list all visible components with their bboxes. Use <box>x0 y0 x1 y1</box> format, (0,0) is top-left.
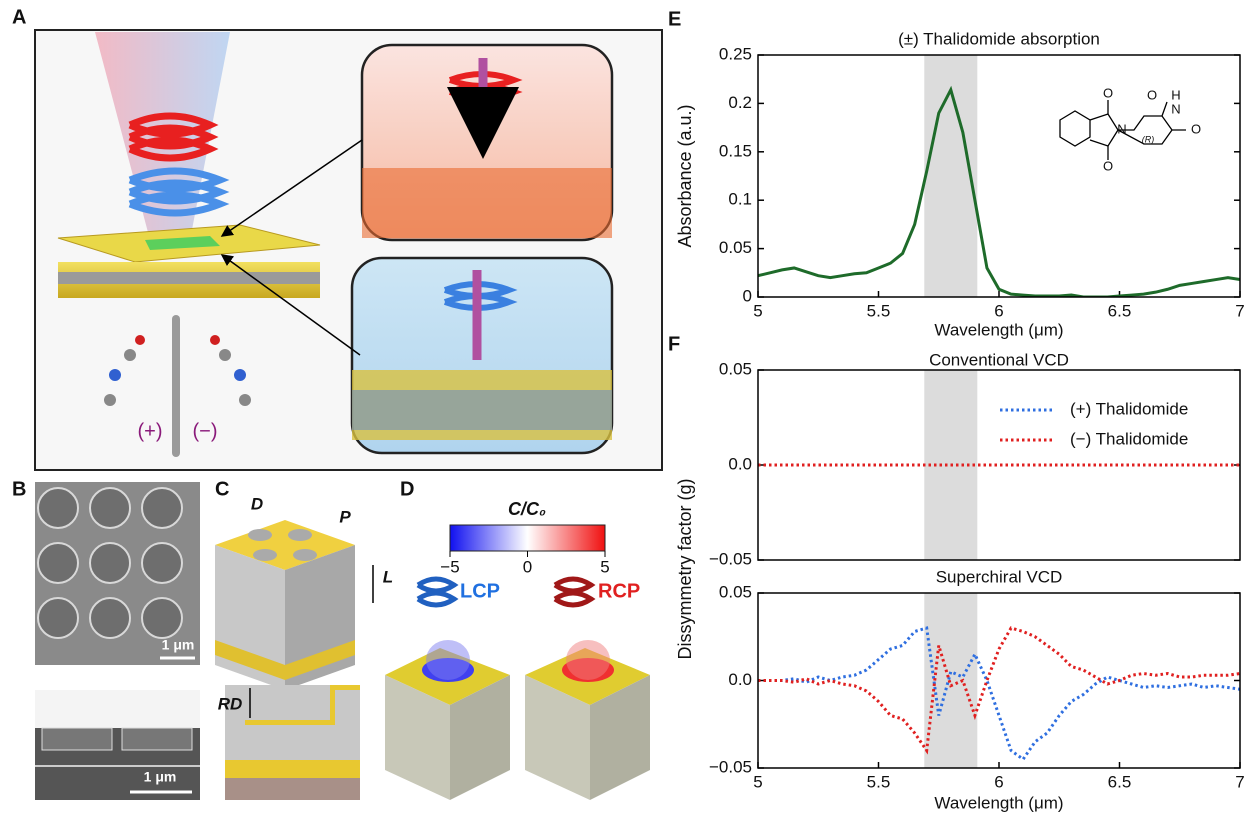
y-tick-label: 0 <box>743 286 752 305</box>
cross-section-substrate <box>225 778 360 800</box>
chart-title: (±) Thalidomide absorption <box>898 29 1100 48</box>
y-tick-label: 0.15 <box>719 141 752 160</box>
x-tick-label: 6 <box>994 772 1003 791</box>
panel-letter: B <box>12 478 26 500</box>
x-tick-label: 5 <box>753 301 762 320</box>
shaded-band <box>924 593 977 768</box>
dimension-label: L <box>383 567 393 586</box>
substrate-layer <box>58 272 320 284</box>
enantiomer-label: (+) <box>138 420 163 442</box>
y-tick-label: 0.1 <box>728 190 752 209</box>
polarization-label: LCP <box>460 580 500 602</box>
x-tick-label: 6.5 <box>1108 301 1132 320</box>
molecule-atom: O <box>1147 87 1157 102</box>
scale-label: 1 μm <box>144 769 177 785</box>
molecule-atom: O <box>1191 121 1201 136</box>
panel-letter: F <box>668 333 680 355</box>
legend-label: (+) Thalidomide <box>1070 399 1188 418</box>
molecule-atom: N <box>1117 121 1126 136</box>
x-tick-label: 7 <box>1235 772 1244 791</box>
enantiomer-label: (−) <box>193 420 218 442</box>
panel-letter: C <box>215 478 229 500</box>
molecule-atom: H <box>1171 87 1180 102</box>
chart-title: Conventional VCD <box>929 350 1069 369</box>
y-axis-label: Dissymmetry factor (g) <box>675 478 695 659</box>
helix <box>418 579 454 605</box>
panel-letter: E <box>668 8 681 30</box>
plot-frame <box>758 593 1240 768</box>
series-line <box>758 628 1240 751</box>
dimension-label: P <box>339 507 351 526</box>
cross-section-layer <box>225 760 360 778</box>
x-tick-label: 5.5 <box>867 301 891 320</box>
colorbar <box>450 525 605 551</box>
inset-molecules <box>352 390 612 430</box>
scale-label: 1 μm <box>162 637 195 653</box>
y-tick-label: −0.05 <box>709 549 752 568</box>
y-tick-label: 0.25 <box>719 44 752 63</box>
mirror <box>172 315 180 457</box>
y-tick-label: 0.0 <box>728 454 752 473</box>
x-tick-label: 7 <box>1235 301 1244 320</box>
x-tick-label: 6 <box>994 301 1003 320</box>
x-tick-label: 5 <box>753 772 762 791</box>
colorbar-tick-label: −5 <box>440 557 459 576</box>
dimension-label: D <box>251 494 263 513</box>
series-line <box>758 90 1240 297</box>
chart-title: Superchiral VCD <box>936 567 1063 586</box>
y-tick-label: 0.0 <box>728 670 752 689</box>
x-axis-label: Wavelength (μm) <box>934 793 1063 812</box>
panel-letter: A <box>12 6 26 28</box>
legend-label: (−) Thalidomide <box>1070 429 1188 448</box>
molecule-atom: O <box>1103 85 1113 100</box>
dimension-label: RD <box>218 694 243 713</box>
y-tick-label: 0.05 <box>719 359 752 378</box>
sem-holes <box>38 488 182 638</box>
molecule-atom: O <box>1103 158 1113 173</box>
inset-molecules <box>362 168 612 238</box>
plot-frame <box>758 55 1240 297</box>
x-axis-label: Wavelength (μm) <box>934 320 1063 339</box>
molecule-atom: (R) <box>1142 134 1155 144</box>
sem-background <box>35 690 200 728</box>
polarization-label: RCP <box>598 580 640 602</box>
y-tick-label: −0.05 <box>709 757 752 776</box>
field-cubes <box>385 640 650 800</box>
colorbar-title: C/C₀ <box>508 499 546 519</box>
y-tick-label: 0.05 <box>719 238 752 257</box>
y-axis-label: Absorbance (a.u.) <box>675 104 695 247</box>
x-tick-label: 5.5 <box>867 772 891 791</box>
figure: A (+) (−) B 1 μm 1 μm C D P L <box>0 0 1250 816</box>
colorbar-tick-label: 0 <box>523 557 532 576</box>
helix <box>555 579 591 605</box>
molecule-atom: N <box>1171 101 1180 116</box>
x-tick-label: 6.5 <box>1108 772 1132 791</box>
panel-letter: D <box>400 478 414 500</box>
sem-hole <box>42 728 112 750</box>
y-tick-label: 0.2 <box>728 93 752 112</box>
colorbar-tick-label: 5 <box>600 557 609 576</box>
sem-hole <box>122 728 192 750</box>
y-tick-label: 0.05 <box>719 582 752 601</box>
